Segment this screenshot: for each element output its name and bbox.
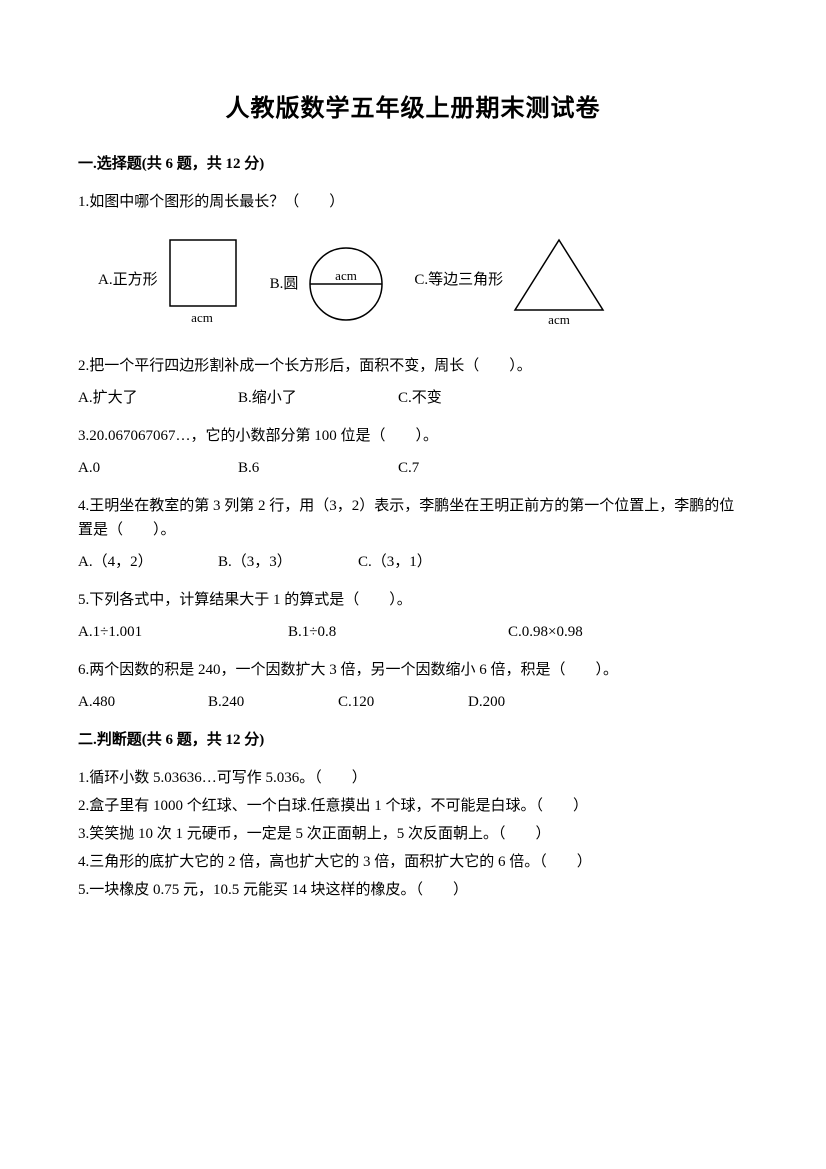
q4: 4.王明坐在教室的第 3 列第 2 行，用（3，2）表示，李鹏坐在王明正前方的第…	[78, 494, 748, 574]
q2-text: 2.把一个平行四边形割补成一个长方形后，面积不变，周长（ ）。	[78, 354, 748, 378]
q1-text: 1.如图中哪个图形的周长最长？（ ）	[78, 190, 748, 214]
q3-opt-c: C.7	[398, 456, 419, 480]
tf-q5: 5.一块橡皮 0.75 元，10.5 元能买 14 块这样的橡皮。（ ）	[78, 878, 748, 902]
q3-options: A.0 B.6 C.7	[78, 456, 748, 480]
svg-text:acm: acm	[548, 312, 570, 326]
q4-opt-a: A.（4，2）	[78, 550, 218, 574]
q3-opt-b: B.6	[238, 456, 398, 480]
q3-opt-a: A.0	[78, 456, 238, 480]
q6-text: 6.两个因数的积是 240，一个因数扩大 3 倍，另一个因数缩小 6 倍，积是（…	[78, 658, 748, 682]
q1-fig-c: C.等边三角形 acm	[414, 234, 609, 326]
q1-fig-a: A.正方形 acm	[98, 234, 244, 326]
q2-opt-b: B.缩小了	[238, 386, 398, 410]
tf-q2: 2.盒子里有 1000 个红球、一个白球.任意摸出 1 个球，不可能是白球。（ …	[78, 794, 748, 818]
q1-c-label: C.等边三角形	[414, 268, 503, 292]
square-icon: acm	[164, 234, 244, 326]
triangle-icon: acm	[509, 234, 609, 326]
tf-q1: 1.循环小数 5.03636…可写作 5.036。（ ）	[78, 766, 748, 790]
q4-opt-b: B.（3，3）	[218, 550, 358, 574]
q6: 6.两个因数的积是 240，一个因数扩大 3 倍，另一个因数缩小 6 倍，积是（…	[78, 658, 748, 714]
q6-options: A.480 B.240 C.120 D.200	[78, 690, 748, 714]
q3-text: 3.20.067067067…，它的小数部分第 100 位是（ ）。	[78, 424, 748, 448]
q5-opt-a: A.1÷1.001	[78, 620, 288, 644]
q1-fig-b: B.圆 acm	[270, 242, 389, 326]
q2-options: A.扩大了 B.缩小了 C.不变	[78, 386, 748, 410]
q6-opt-c: C.120	[338, 690, 468, 714]
q2: 2.把一个平行四边形割补成一个长方形后，面积不变，周长（ ）。 A.扩大了 B.…	[78, 354, 748, 410]
q1-figures: A.正方形 acm B.圆 acm C.等边三角形 acm	[98, 234, 748, 326]
tf-q3: 3.笑笑抛 10 次 1 元硬币，一定是 5 次正面朝上，5 次反面朝上。（ ）	[78, 822, 748, 846]
q6-opt-a: A.480	[78, 690, 208, 714]
svg-text:acm: acm	[191, 310, 213, 325]
q1-a-label: A.正方形	[98, 268, 158, 292]
q1: 1.如图中哪个图形的周长最长？（ ） A.正方形 acm B.圆 acm C.等…	[78, 190, 748, 326]
q4-options: A.（4，2） B.（3，3） C.（3，1）	[78, 550, 748, 574]
q5-text: 5.下列各式中，计算结果大于 1 的算式是（ ）。	[78, 588, 748, 612]
q3: 3.20.067067067…，它的小数部分第 100 位是（ ）。 A.0 B…	[78, 424, 748, 480]
section2-header: 二.判断题(共 6 题，共 12 分)	[78, 728, 748, 752]
q4-opt-c: C.（3，1）	[358, 550, 432, 574]
tf-q4: 4.三角形的底扩大它的 2 倍，高也扩大它的 3 倍，面积扩大它的 6 倍。（ …	[78, 850, 748, 874]
q6-opt-b: B.240	[208, 690, 338, 714]
q5-opt-b: B.1÷0.8	[288, 620, 508, 644]
q5: 5.下列各式中，计算结果大于 1 的算式是（ ）。 A.1÷1.001 B.1÷…	[78, 588, 748, 644]
q4-text: 4.王明坐在教室的第 3 列第 2 行，用（3，2）表示，李鹏坐在王明正前方的第…	[78, 494, 748, 542]
q5-options: A.1÷1.001 B.1÷0.8 C.0.98×0.98	[78, 620, 748, 644]
section1-header: 一.选择题(共 6 题，共 12 分)	[78, 152, 748, 176]
circle-icon: acm	[304, 242, 388, 326]
q1-b-label: B.圆	[270, 272, 299, 296]
section2-list: 1.循环小数 5.03636…可写作 5.036。（ ） 2.盒子里有 1000…	[78, 766, 748, 902]
svg-text:acm: acm	[336, 268, 358, 283]
q6-opt-d: D.200	[468, 690, 505, 714]
q2-opt-a: A.扩大了	[78, 386, 238, 410]
exam-title: 人教版数学五年级上册期末测试卷	[78, 90, 748, 128]
q2-opt-c: C.不变	[398, 386, 442, 410]
q5-opt-c: C.0.98×0.98	[508, 620, 583, 644]
